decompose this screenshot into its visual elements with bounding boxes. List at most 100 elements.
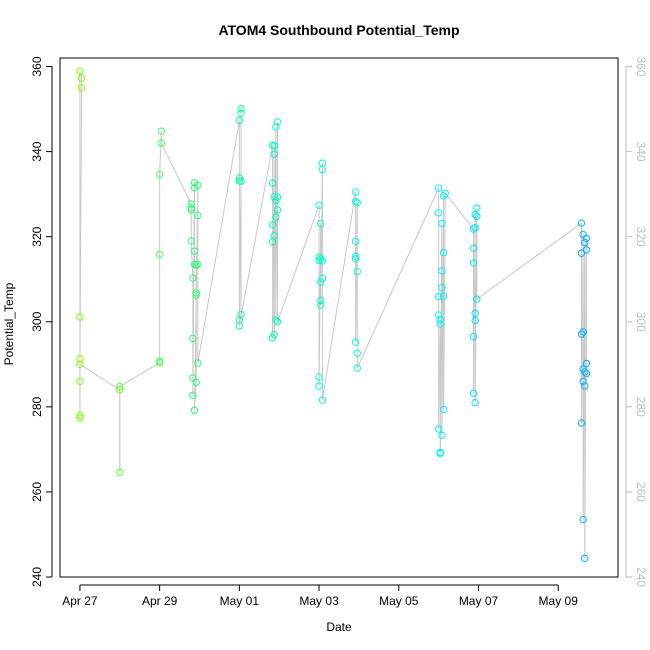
- data-point: [434, 311, 443, 319]
- data-point: [270, 150, 278, 158]
- data-point: [436, 320, 444, 328]
- data-point: [579, 328, 587, 336]
- data-point: [76, 414, 84, 422]
- right-tick-label: 300: [634, 312, 648, 332]
- data-point: [351, 252, 360, 260]
- data-point: [268, 334, 277, 342]
- data-point: [116, 386, 124, 394]
- data-point: [194, 211, 202, 220]
- data-point: [471, 316, 479, 325]
- data-point: [189, 391, 197, 400]
- data-point: [273, 193, 282, 201]
- trajectory-segment: [238, 145, 274, 327]
- data-point: [270, 232, 278, 240]
- x-tick-label: Apr 27: [62, 594, 98, 608]
- data-point: [473, 295, 481, 303]
- x-tick-label: Apr 29: [142, 594, 178, 608]
- data-point: [76, 411, 84, 420]
- x-tick-label: May 07: [459, 594, 499, 608]
- y-axis-label: Potential_Temp: [2, 282, 16, 365]
- data-point: [582, 246, 591, 254]
- data-point: [194, 359, 202, 367]
- data-point: [235, 116, 244, 125]
- data-point: [353, 364, 361, 372]
- data-point: [473, 204, 481, 212]
- left-axis: 240 260 280 300 320 340 360: [30, 56, 53, 587]
- data-point: [434, 425, 443, 433]
- trajectory-segment: [197, 120, 240, 364]
- chart-title: ATOM4 Southbound Potential_Temp: [218, 22, 459, 38]
- x-tick-label: May 05: [379, 594, 419, 608]
- right-tick-label: 360: [634, 56, 648, 76]
- plot-frame: [59, 57, 619, 578]
- data-point: [469, 225, 478, 233]
- data-point: [439, 292, 448, 300]
- data-point: [155, 357, 164, 365]
- data-point: [353, 198, 361, 207]
- data-point: [577, 219, 586, 227]
- data-point: [469, 244, 478, 252]
- data-point: [317, 296, 325, 305]
- data-point: [438, 267, 446, 275]
- data-point: [237, 177, 245, 186]
- x-axis: Apr 27 Apr 29 May 01 May 03 May 05 May 07 May …: [62, 584, 578, 608]
- trajectory-segment: [443, 193, 446, 410]
- data-point: [353, 267, 361, 276]
- data-point: [315, 382, 323, 390]
- data-point: [192, 291, 200, 299]
- data-point: [157, 127, 166, 135]
- data-point: [581, 238, 589, 247]
- data-point: [577, 330, 586, 338]
- data-point: [194, 260, 202, 269]
- data-point: [315, 201, 323, 209]
- trajectory-segment: [160, 142, 192, 205]
- data-point: [471, 224, 479, 232]
- data-point: [438, 219, 446, 228]
- data-point: [272, 123, 280, 131]
- left-tick-label: 260: [30, 482, 44, 502]
- data-point: [438, 431, 446, 440]
- data-point: [77, 74, 86, 82]
- data-point: [272, 213, 280, 221]
- data-point: [473, 212, 481, 220]
- data-point: [317, 219, 325, 228]
- data-point: [194, 181, 202, 189]
- data-point: [317, 278, 325, 286]
- trajectory-segment: [321, 191, 357, 401]
- data-point: [434, 209, 443, 217]
- data-point: [582, 359, 591, 368]
- data-point: [581, 368, 589, 376]
- data-point: [471, 398, 479, 407]
- data-point: [76, 360, 84, 368]
- right-tick-label: 340: [634, 142, 648, 162]
- data-point: [192, 289, 200, 297]
- right-tick-label: 280: [634, 397, 648, 417]
- data-point: [469, 389, 478, 397]
- data-point: [581, 382, 589, 390]
- data-point: [577, 419, 586, 427]
- data-point: [155, 250, 164, 259]
- data-point: [469, 259, 478, 267]
- data-point: [579, 377, 587, 386]
- data-point: [189, 274, 197, 282]
- data-point: [187, 237, 195, 245]
- data-point: [439, 405, 448, 414]
- data-point: [434, 184, 443, 192]
- data-point: [237, 109, 245, 118]
- data-point: [582, 369, 591, 378]
- data-point: [353, 349, 361, 357]
- data-point: [436, 449, 444, 458]
- data-point: [192, 378, 200, 386]
- data-point: [272, 316, 280, 324]
- data-point: [351, 338, 360, 346]
- data-point: [187, 204, 195, 212]
- data-point: [116, 382, 124, 391]
- left-tick-label: 300: [30, 311, 44, 331]
- data-point: [273, 318, 282, 326]
- data-point: [76, 355, 84, 363]
- trajectory-segment: [238, 181, 242, 327]
- right-tick-label: 260: [634, 482, 648, 502]
- left-tick-label: 240: [30, 567, 44, 587]
- data-point: [268, 179, 277, 187]
- data-point: [77, 84, 86, 92]
